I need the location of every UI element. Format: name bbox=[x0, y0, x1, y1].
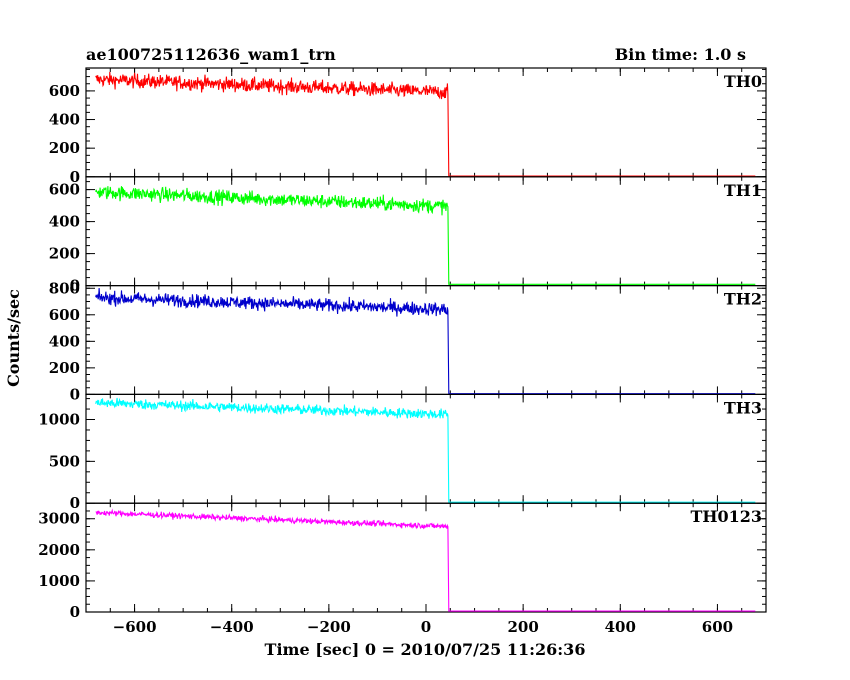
y-tick-label: 0 bbox=[70, 603, 80, 621]
x-tick-label: −200 bbox=[307, 618, 351, 636]
y-tick-label: 0 bbox=[70, 277, 80, 295]
x-tick-label: 0 bbox=[421, 618, 431, 636]
panel-th2: 0 200 400 600 800 TH2 bbox=[49, 279, 767, 403]
y-tick-label: 500 bbox=[49, 452, 80, 470]
y-tick-label: 0 bbox=[70, 385, 80, 403]
y-tick-label: 0 bbox=[70, 168, 80, 186]
y-tick-label: 600 bbox=[49, 181, 80, 199]
series-label: TH0 bbox=[724, 72, 762, 91]
y-tick-label: 1000 bbox=[38, 411, 80, 429]
panel-th1: 0 200 400 600 TH1 bbox=[49, 176, 767, 295]
y-tick-label: 200 bbox=[49, 139, 80, 157]
series-line-th1 bbox=[95, 186, 756, 285]
y-tick-label: 800 bbox=[49, 279, 80, 297]
y-tick-label: 600 bbox=[49, 82, 80, 100]
series-label: TH2 bbox=[724, 290, 762, 309]
y-tick-label: 400 bbox=[49, 111, 80, 129]
panel-frame bbox=[85, 502, 767, 613]
series-line-th3 bbox=[95, 397, 756, 503]
x-tick-label: −600 bbox=[113, 618, 157, 636]
y-tick-label: 600 bbox=[49, 306, 80, 324]
panel-frame bbox=[85, 393, 767, 504]
y-tick-label: 200 bbox=[49, 359, 80, 377]
y-tick-label: 2000 bbox=[38, 541, 80, 559]
y-tick-label: 400 bbox=[49, 213, 80, 231]
panel-frame bbox=[85, 285, 767, 396]
series-label: TH0123 bbox=[690, 507, 762, 526]
panel-th3: 0 500 1000 TH3 bbox=[38, 393, 767, 512]
y-tick-label: 400 bbox=[49, 332, 80, 350]
panel-th0: 0 200 400 600 TH0 bbox=[49, 67, 767, 186]
x-tick-label: −400 bbox=[210, 618, 254, 636]
x-tick-label: 600 bbox=[702, 618, 733, 636]
x-axis-label: Time [sec] 0 = 2010/07/25 11:26:36 bbox=[265, 640, 586, 659]
series-line-th0123 bbox=[95, 508, 756, 612]
series-label: TH1 bbox=[724, 181, 762, 200]
y-tick-label: 200 bbox=[49, 245, 80, 263]
y-tick-label: 1000 bbox=[38, 572, 80, 590]
x-tick-label: 200 bbox=[507, 618, 538, 636]
y-axis-label: Counts/sec bbox=[4, 289, 23, 387]
series-label: TH3 bbox=[724, 398, 762, 417]
y-tick-label: 0 bbox=[70, 494, 80, 512]
series-line-th2 bbox=[95, 288, 756, 395]
x-tick-label: 400 bbox=[605, 618, 636, 636]
panels-group: 0 200 400 600 TH0 0 200 400 600 TH1 0 200 400 600 800 T… bbox=[38, 67, 767, 636]
y-tick-label: 3000 bbox=[38, 510, 80, 528]
chart-title: ae100725112636_wam1_trn bbox=[86, 45, 336, 64]
panel-th0123: 0 1000 2000 3000 TH0123 bbox=[38, 502, 767, 621]
series-line-th0 bbox=[95, 71, 756, 177]
bin-time-label: Bin time: 1.0 s bbox=[615, 45, 746, 64]
